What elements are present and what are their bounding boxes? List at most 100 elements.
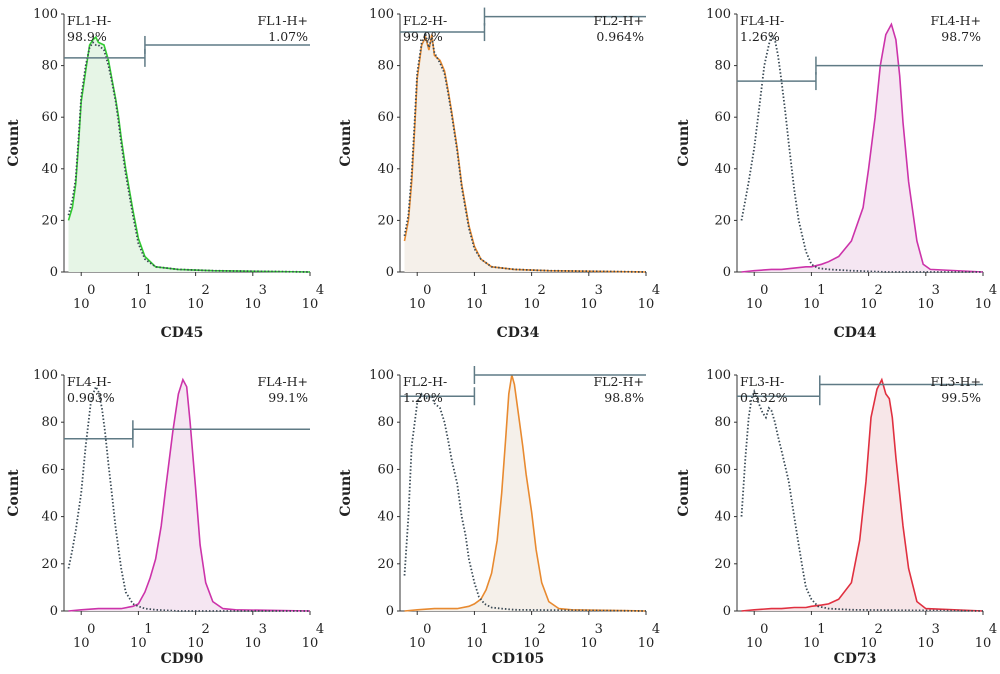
gate-negative-label: FL2-H- xyxy=(403,374,447,389)
panel-cd73: 020406080100100101102103104FL3-H-0.532%F… xyxy=(676,368,997,667)
x-tick-exponent: 1 xyxy=(480,283,488,298)
gate-positive-label: FL1-H+ xyxy=(257,13,308,28)
x-tick-exponent: 2 xyxy=(201,622,209,637)
x-tick-base: 10 xyxy=(860,636,877,651)
x-tick-base: 10 xyxy=(187,636,204,651)
y-tick-label: 0 xyxy=(50,265,58,280)
x-tick-exponent: 3 xyxy=(259,283,267,298)
x-tick-exponent: 0 xyxy=(87,283,95,298)
x-tick-base: 10 xyxy=(975,636,992,651)
x-tick-exponent: 4 xyxy=(316,283,324,298)
panel-cd44: 020406080100100101102103104FL4-H-1.26%FL… xyxy=(676,7,997,341)
gate-positive-percent: 98.7% xyxy=(941,29,981,44)
x-tick-exponent: 1 xyxy=(817,283,825,298)
x-tick-exponent: 3 xyxy=(932,622,940,637)
gate-positive-label: FL2-H+ xyxy=(593,374,644,389)
y-tick-label: 60 xyxy=(377,462,394,477)
y-tick-label: 100 xyxy=(369,368,394,383)
y-tick-label: 100 xyxy=(33,368,58,383)
x-tick-exponent: 4 xyxy=(652,622,660,637)
gate-negative-label: FL1-H- xyxy=(67,13,111,28)
sample-histogram-fill xyxy=(741,24,983,272)
gate-positive-percent: 0.964% xyxy=(596,29,644,44)
x-tick-base: 10 xyxy=(409,636,426,651)
y-axis-label: Count xyxy=(6,119,22,167)
x-tick-base: 10 xyxy=(638,636,655,651)
y-tick-label: 60 xyxy=(714,110,731,125)
x-tick-exponent: 1 xyxy=(144,622,152,637)
y-tick-label: 100 xyxy=(369,7,394,22)
y-tick-label: 20 xyxy=(41,557,58,572)
gate-negative-label: FL3-H- xyxy=(740,374,784,389)
y-tick-label: 60 xyxy=(41,462,58,477)
x-tick-exponent: 2 xyxy=(537,622,545,637)
x-tick-base: 10 xyxy=(860,297,877,312)
x-tick-exponent: 4 xyxy=(989,283,997,298)
x-axis-label: CD44 xyxy=(834,325,877,341)
gate-positive-percent: 98.8% xyxy=(604,390,644,405)
x-tick-base: 10 xyxy=(130,297,147,312)
y-tick-label: 40 xyxy=(377,162,394,177)
x-tick-base: 10 xyxy=(523,297,540,312)
x-tick-exponent: 1 xyxy=(480,622,488,637)
x-tick-exponent: 2 xyxy=(201,283,209,298)
y-tick-label: 60 xyxy=(714,462,731,477)
x-tick-exponent: 4 xyxy=(316,622,324,637)
x-tick-base: 10 xyxy=(975,297,992,312)
sample-histogram-line xyxy=(741,377,984,612)
x-tick-base: 10 xyxy=(581,636,598,651)
y-tick-label: 40 xyxy=(714,510,731,525)
gate-positive-percent: 99.1% xyxy=(268,390,308,405)
x-tick-base: 10 xyxy=(130,636,147,651)
x-tick-exponent: 2 xyxy=(537,283,545,298)
x-tick-base: 10 xyxy=(245,636,262,651)
sample-histogram-line xyxy=(404,374,647,612)
gate-negative-label: FL4-H- xyxy=(740,13,784,28)
x-tick-exponent: 3 xyxy=(932,283,940,298)
y-tick-label: 20 xyxy=(377,557,394,572)
gate-positive-percent: 1.07% xyxy=(268,29,308,44)
panel-cd34: 020406080100100101102103104FL2-H-99.0%FL… xyxy=(338,7,660,341)
x-tick-base: 10 xyxy=(803,636,820,651)
y-tick-label: 60 xyxy=(41,110,58,125)
x-tick-exponent: 2 xyxy=(874,283,882,298)
x-tick-base: 10 xyxy=(409,297,426,312)
x-tick-exponent: 0 xyxy=(87,622,95,637)
y-axis-label: Count xyxy=(338,469,354,517)
gate-positive-label: FL2-H+ xyxy=(593,13,644,28)
sample-histogram-fill xyxy=(68,37,310,273)
isotype-control-line xyxy=(740,388,984,612)
y-tick-label: 40 xyxy=(377,510,394,525)
gate-negative-percent: 0.903% xyxy=(67,390,115,405)
isotype-control-line xyxy=(67,41,311,273)
x-tick-exponent: 4 xyxy=(652,283,660,298)
x-tick-exponent: 3 xyxy=(595,622,603,637)
y-tick-label: 80 xyxy=(41,415,58,430)
y-tick-label: 20 xyxy=(41,213,58,228)
y-tick-label: 20 xyxy=(714,213,731,228)
x-tick-base: 10 xyxy=(918,297,935,312)
x-tick-base: 10 xyxy=(187,297,204,312)
y-tick-label: 100 xyxy=(706,368,731,383)
y-tick-label: 20 xyxy=(714,557,731,572)
x-axis-label: CD90 xyxy=(161,651,204,667)
sample-histogram-fill xyxy=(404,375,646,611)
x-tick-exponent: 1 xyxy=(144,283,152,298)
x-tick-exponent: 0 xyxy=(760,283,768,298)
y-tick-label: 0 xyxy=(386,604,394,619)
sample-histogram-fill xyxy=(404,34,646,272)
gate-negative-percent: 0.532% xyxy=(740,390,788,405)
x-tick-exponent: 0 xyxy=(760,622,768,637)
x-axis-label: CD73 xyxy=(834,651,877,667)
panel-cd105: 020406080100100101102103104FL2-H-1.20%FL… xyxy=(338,366,660,667)
sample-histogram-fill xyxy=(741,379,983,611)
y-tick-label: 0 xyxy=(723,604,731,619)
y-tick-label: 80 xyxy=(41,59,58,74)
y-tick-label: 80 xyxy=(377,59,394,74)
y-tick-label: 60 xyxy=(377,110,394,125)
gate-negative-label: FL4-H- xyxy=(67,374,111,389)
x-tick-exponent: 1 xyxy=(817,622,825,637)
gate-positive-label: FL4-H+ xyxy=(930,13,981,28)
x-tick-base: 10 xyxy=(73,636,90,651)
